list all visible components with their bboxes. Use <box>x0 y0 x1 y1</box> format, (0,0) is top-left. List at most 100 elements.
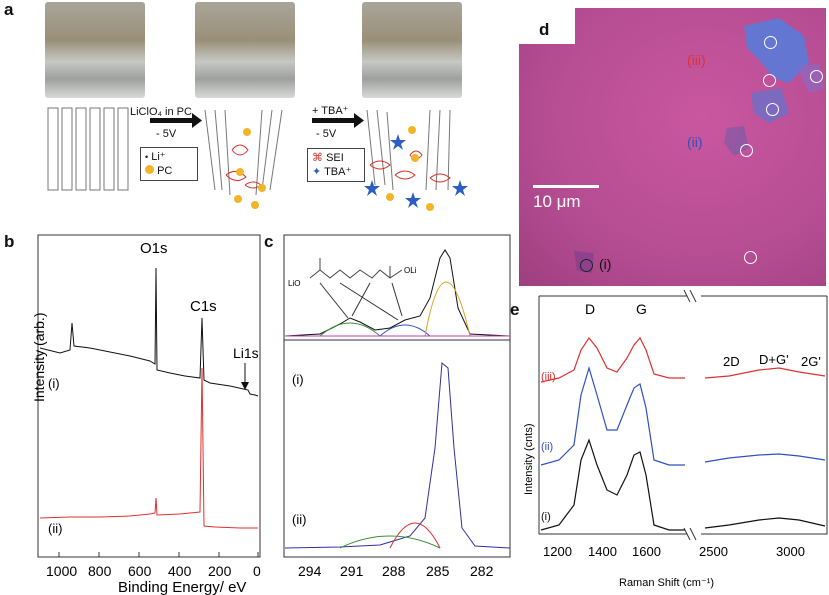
xps-curve-i <box>39 267 259 397</box>
tick-c-291: 291 <box>340 563 364 579</box>
band-label-2g: 2G' <box>801 354 821 369</box>
region-label-i: (i) <box>599 256 612 272</box>
molecule-arrows <box>319 282 403 321</box>
region-label-ii: (ii) <box>687 134 703 150</box>
chart-b-ticks <box>58 552 259 557</box>
region-label-iii: (iii) <box>687 52 706 68</box>
beaker-photo-1 <box>45 2 145 98</box>
panel-d-letter: d <box>519 8 575 44</box>
c1s-curve-i-fit-1 <box>319 322 381 337</box>
tick-b-1000: 1000 <box>46 563 77 579</box>
c1s-curve-ii-envelope <box>284 361 511 549</box>
curve-label-c-ii: (ii) <box>292 512 306 527</box>
beaker-photo-2 <box>195 2 295 98</box>
mol-label-lio: LiO <box>288 279 300 288</box>
xps-survey-chart: Intensity (arb.) O1s C1s Li1s (i) (ii) 1… <box>31 234 261 595</box>
panel-b-letter: b <box>4 232 15 251</box>
axis-break-left-top <box>683 290 691 303</box>
process-arrow-1 <box>150 113 202 128</box>
li1s-arrow-head <box>241 382 249 390</box>
legend-sei-tba: ⌘ SEI ✦ TBA⁺ <box>307 148 365 182</box>
legend-tba: TBA⁺ <box>324 166 352 178</box>
measure-point-6[interactable] <box>744 251 757 264</box>
chart-c-frame <box>283 234 511 558</box>
axis-break-right-bottom <box>689 527 697 541</box>
panel-e-letter: e <box>510 300 520 319</box>
curve-label-e-iii: (iii) <box>541 371 556 383</box>
band-label-d: D <box>585 301 595 317</box>
legend-li: Li⁺ <box>151 151 166 163</box>
tick-c-294: 294 <box>298 563 322 579</box>
raman-curve-iii <box>540 336 826 383</box>
optical-micrograph: d (iii) (ii) (i) 10 μm <box>519 8 826 286</box>
chart-e-frame <box>538 295 828 535</box>
chart-e-xlabel: Raman Shift (cm⁻¹) <box>619 577 714 589</box>
c1s-curve-i-envelope <box>284 249 511 337</box>
tick-c-285: 285 <box>426 563 450 579</box>
pc-molecules-1 <box>234 128 266 209</box>
peak-label-li1s: Li1s <box>233 345 259 361</box>
xps-c1s-chart: LiO OLi (i) (ii) 294 291 288 285 282 <box>283 234 511 579</box>
tick-b-600: 600 <box>128 563 152 579</box>
step-label-voltage-1: - 5V <box>156 128 177 140</box>
tick-c-288: 288 <box>382 563 406 579</box>
panel-a-letter: a <box>4 0 14 19</box>
scale-bar-label: 10 μm <box>533 192 581 211</box>
raman-curve-ii <box>540 365 826 466</box>
measure-point-7[interactable] <box>580 259 593 272</box>
chart-e-ylabel: Intensity (cnts) <box>523 423 535 495</box>
tick-b-800: 800 <box>88 563 112 579</box>
band-label-g: G <box>636 301 647 317</box>
tick-e-1200: 1200 <box>543 544 572 559</box>
measure-point-1[interactable] <box>764 36 777 49</box>
axis-break-right-top <box>689 290 697 303</box>
tba-star-icon: ✦ <box>312 166 322 178</box>
tick-e-1400: 1400 <box>588 544 617 559</box>
sei-icon: ⌘ <box>312 152 323 164</box>
band-label-dg: D+G' <box>759 352 789 367</box>
flake-shapes <box>574 18 824 273</box>
graphite-stack-pristine <box>47 107 129 191</box>
tick-b-400: 400 <box>168 563 192 579</box>
peak-label-o1s: O1s <box>140 240 168 257</box>
c1s-curve-ii-fit-2 <box>339 535 441 549</box>
tick-b-0: 0 <box>253 563 261 579</box>
graphite-stack-intercalated <box>204 109 283 196</box>
tick-c-282: 282 <box>470 563 494 579</box>
legend-pc: PC <box>157 165 173 177</box>
xps-curve-ii <box>39 367 258 529</box>
tick-e-2500: 2500 <box>699 544 728 559</box>
li-dot-icon: • <box>145 152 149 162</box>
curve-label-b-i: (i) <box>48 376 60 391</box>
step-label-electrolyte: LiClO₄ in PC <box>130 106 192 118</box>
measure-point-3[interactable] <box>810 70 823 83</box>
graphite-stack-exfoliated <box>366 109 451 191</box>
curve-label-e-i: (i) <box>541 511 551 523</box>
tba-stars <box>364 134 468 208</box>
curve-label-b-ii: (ii) <box>48 521 62 536</box>
legend-li-pc: • Li⁺ PC <box>140 147 198 181</box>
step-label-voltage-2: - 5V <box>316 128 337 140</box>
measure-point-5[interactable] <box>740 144 753 157</box>
pc-dot-icon <box>145 165 154 174</box>
tick-b-200: 200 <box>208 563 232 579</box>
peak-label-c1s: C1s <box>190 298 217 315</box>
raman-curve-i <box>540 438 826 531</box>
measure-point-2[interactable] <box>763 74 776 87</box>
scale-bar <box>533 185 599 188</box>
legend-sei: SEI <box>326 152 344 164</box>
panel-c-letter: c <box>264 232 274 251</box>
panel-a-schematic <box>47 107 468 211</box>
raman-chart: D G 2D D+G' 2G' (iii) (ii) (i) Intensity… <box>523 290 828 589</box>
beaker-photo-3 <box>362 2 462 98</box>
molecule-structure <box>309 258 403 279</box>
measure-point-4[interactable] <box>766 103 779 116</box>
process-arrow-2 <box>312 113 364 128</box>
curve-label-e-ii: (ii) <box>541 441 553 453</box>
chart-b-frame <box>37 234 261 558</box>
step-label-tba: + TBA⁺ <box>312 105 349 117</box>
c1s-curve-i-fit-3 <box>424 281 471 337</box>
pc-molecules-2 <box>386 126 434 211</box>
curve-label-c-i: (i) <box>292 372 304 387</box>
chart-b-ylabel: Intensity (arb.) <box>31 313 47 402</box>
